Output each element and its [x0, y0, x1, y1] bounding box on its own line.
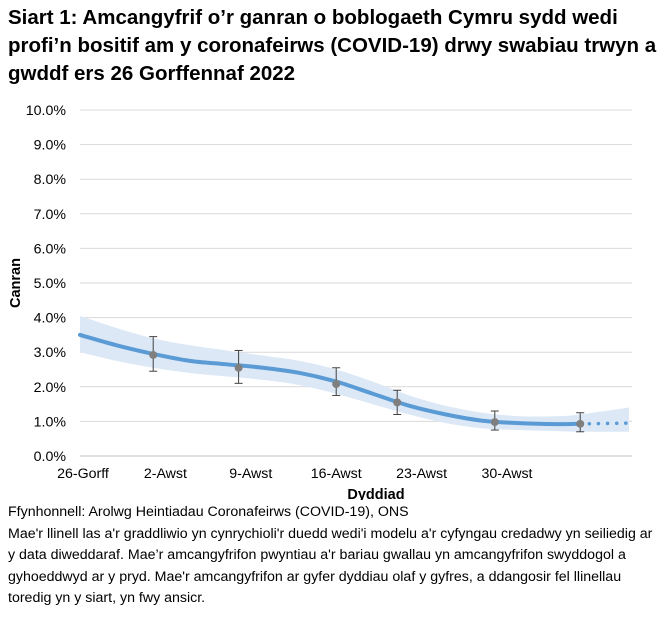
y-tick-label: 6.0%: [34, 241, 67, 257]
estimate-point: [332, 380, 341, 389]
y-tick-label: 4.0%: [34, 311, 67, 327]
x-tick-label: 9-Awst: [229, 466, 272, 482]
y-tick-label: 9.0%: [34, 138, 67, 154]
line-chart: 0.0% 1.0% 2.0% 3.0% 4.0% 5.0% 6.0% 7.0% 8.0% 9.0%…: [8, 103, 632, 500]
y-tick-label: 3.0%: [34, 345, 67, 361]
y-tick-label: 0.0%: [34, 449, 67, 465]
x-tick-label: 30-Awst: [482, 466, 533, 482]
chart-footer: Ffynhonnell: Arolwg Heintiadau Coronafei…: [8, 502, 658, 610]
y-tick-label: 2.0%: [34, 380, 67, 396]
estimate-point: [234, 363, 243, 372]
estimate-point: [149, 350, 158, 359]
y-tick-label: 5.0%: [34, 276, 67, 292]
x-tick-label: 16-Awst: [311, 466, 362, 482]
credible-interval-band: [80, 315, 629, 432]
chart-title: Siart 1: Amcangyfrif o’r ganran o boblog…: [8, 6, 657, 85]
y-tick-label: 7.0%: [34, 207, 67, 223]
y-axis-label: Canran: [8, 258, 24, 308]
modelled-trend-uncertain: [578, 421, 631, 426]
note-text: Mae'r llinell las a'r graddliwio yn cynr…: [8, 525, 653, 607]
y-tick-label: 1.0%: [34, 414, 67, 430]
y-tick-label: 8.0%: [34, 172, 67, 188]
estimate-point: [393, 398, 402, 407]
source-text: Ffynhonnell: Arolwg Heintiadau Coronafei…: [8, 504, 409, 520]
estimate-point: [576, 419, 585, 428]
x-tick-label: 2-Awst: [144, 466, 187, 482]
estimate-point: [490, 418, 499, 427]
y-tick-label: 10.0%: [26, 103, 67, 119]
x-tick-label: 23-Awst: [396, 466, 447, 482]
x-tick-label: 26-Gorff: [57, 466, 109, 482]
x-axis-label: Dyddiad: [347, 487, 404, 500]
